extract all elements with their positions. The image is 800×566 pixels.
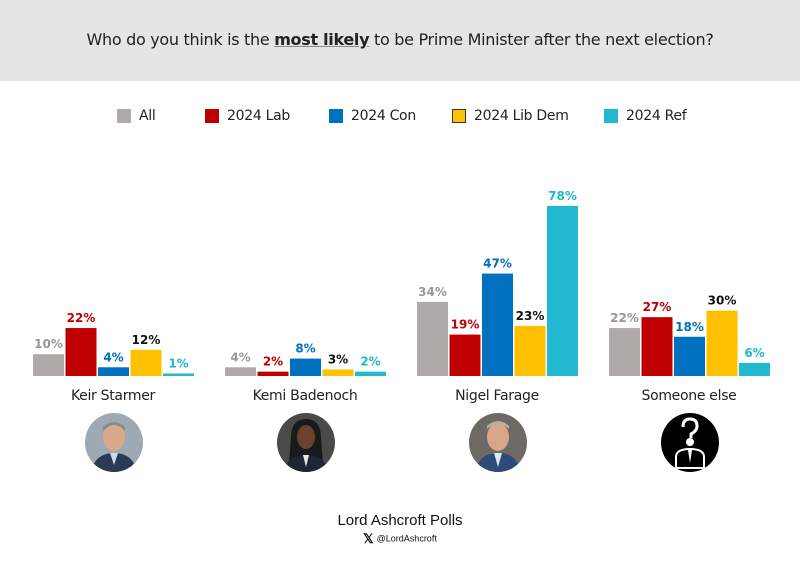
legend-label: 2024 Ref: [626, 108, 687, 124]
kemi-badenoch-photo: [277, 413, 335, 472]
legend-swatch-all: [117, 109, 131, 123]
title-text-pre: Who do you think is the: [86, 30, 275, 49]
bar-chart: 10% 22% 4% 12% 1% 4% 2% 8% 3% 2% 34% 19% 47% 23% 78% 22…: [33, 189, 770, 376]
bar-nigel-farage-2024-ref: [547, 206, 578, 376]
legend-label: 2024 Con: [351, 108, 416, 124]
bar-keir-starmer-2024-lab: [65, 328, 97, 376]
bar-kemi-badenoch-2024-ref: [355, 371, 386, 376]
data-label: 2%: [263, 355, 283, 369]
legend: All 2024 Lab 2024 Con 2024 Lib Dem 2024 …: [0, 106, 800, 126]
bar-kemi-badenoch-all: [225, 367, 256, 376]
nigel-farage-photo: [469, 413, 527, 472]
legend-swatch-lab: [205, 109, 219, 123]
bar-keir-starmer-2024-ref: [163, 373, 194, 376]
data-label: 47%: [483, 257, 512, 271]
category-label-someone-else: Someone else: [641, 388, 737, 404]
legend-swatch-lib-dem: [452, 109, 466, 123]
twitter-handle: @LordAshcroft: [376, 533, 437, 544]
keir-starmer-photo: [85, 413, 143, 472]
data-label: 1%: [168, 357, 188, 371]
title-text-post: to be Prime Minister after the next elec…: [369, 30, 714, 49]
bar-nigel-farage-2024-lib-dem: [514, 325, 546, 376]
data-label: 2%: [360, 355, 380, 369]
bar-someone-else-2024-lib-dem: [706, 310, 738, 376]
bar-keir-starmer-2024-lib-dem: [130, 349, 162, 376]
legend-item-2024-con: 2024 Con: [329, 106, 416, 126]
bar-someone-else-2024-con: [674, 336, 705, 376]
bar-keir-starmer-2024-con: [98, 367, 129, 376]
category-label-keir-starmer: Keir Starmer: [70, 388, 156, 404]
bar-kemi-badenoch-2024-con: [290, 358, 321, 376]
data-label: 4%: [103, 350, 123, 364]
data-label: 78%: [548, 189, 577, 203]
bar-someone-else-2024-lab: [641, 317, 673, 376]
bar-nigel-farage-all: [417, 301, 448, 376]
title-emphasis: most likely: [274, 30, 370, 49]
chart-title: Who do you think is the most likely to b…: [0, 30, 800, 49]
bar-nigel-farage-2024-lab: [449, 334, 481, 376]
legend-label: All: [139, 108, 156, 124]
footer-handle-row: 𝕏 @LordAshcroft: [0, 531, 800, 547]
bar-someone-else-all: [609, 328, 640, 376]
data-label: 4%: [230, 350, 250, 364]
bar-someone-else-2024-ref: [739, 362, 770, 376]
bar-kemi-badenoch-2024-lab: [257, 371, 289, 376]
legend-swatch-ref: [604, 109, 618, 123]
data-label: 27%: [643, 300, 672, 314]
x-logo-icon: 𝕏: [363, 531, 374, 546]
data-label: 22%: [610, 311, 639, 325]
category-label-kemi-badenoch: Kemi Badenoch: [252, 388, 358, 404]
question-person-icon: [661, 413, 719, 472]
legend-item-2024-lib-dem: 2024 Lib Dem: [452, 106, 569, 126]
legend-item-all: All: [117, 106, 156, 126]
bar-keir-starmer-all: [33, 354, 64, 376]
bar-kemi-badenoch-2024-lib-dem: [322, 369, 354, 376]
data-label: 12%: [132, 333, 161, 347]
legend-item-2024-lab: 2024 Lab: [205, 106, 290, 126]
bar-nigel-farage-2024-con: [482, 273, 513, 376]
data-label: 22%: [67, 311, 96, 325]
data-label: 8%: [295, 342, 315, 356]
data-label: 6%: [744, 346, 764, 360]
legend-label: 2024 Lib Dem: [474, 108, 569, 124]
data-label: 34%: [418, 285, 447, 299]
footer-brand: Lord Ashcroft Polls: [337, 512, 463, 529]
data-label: 19%: [451, 318, 480, 332]
legend-swatch-con: [329, 109, 343, 123]
header-banner: Who do you think is the most likely to b…: [0, 0, 800, 81]
data-label: 3%: [328, 352, 348, 366]
legend-item-2024-ref: 2024 Ref: [604, 106, 687, 126]
data-label: 10%: [34, 337, 63, 351]
category-label-nigel-farage: Nigel Farage: [455, 388, 539, 404]
legend-label: 2024 Lab: [227, 108, 290, 124]
data-label: 30%: [708, 294, 737, 308]
data-label: 23%: [516, 309, 545, 323]
data-label: 18%: [675, 320, 704, 334]
